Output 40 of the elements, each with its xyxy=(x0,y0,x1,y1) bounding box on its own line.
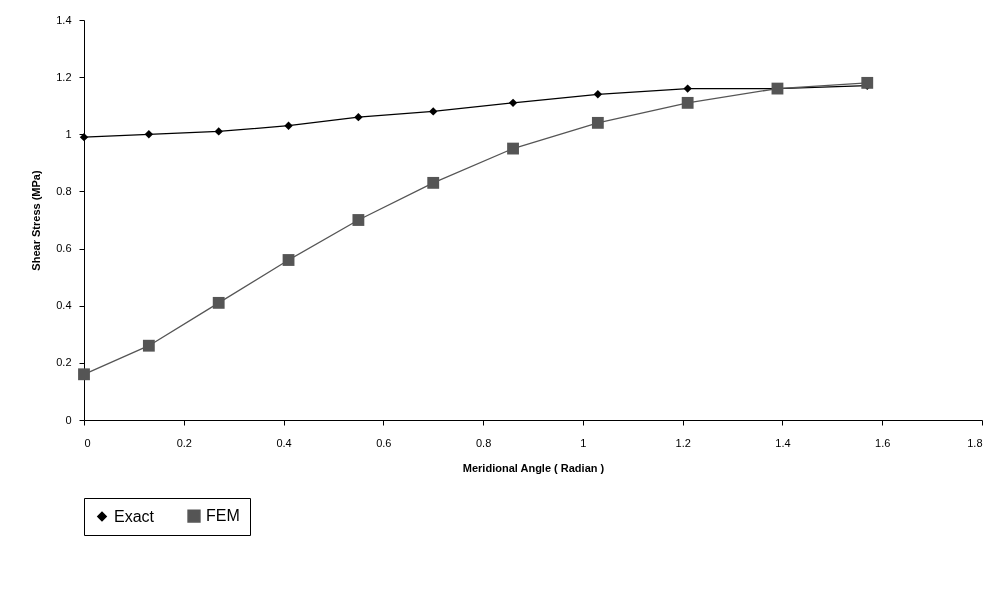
point xyxy=(427,176,440,189)
point xyxy=(78,368,90,381)
y-tick-label: 1 xyxy=(65,127,72,140)
x-axis-title: Meridional Angle ( Radian ) xyxy=(462,461,605,474)
point xyxy=(282,254,295,266)
point xyxy=(508,98,518,108)
y-tick-label: 0 xyxy=(65,413,72,426)
point xyxy=(144,130,154,139)
y-axis-title: Shear Stress (MPa) xyxy=(30,170,43,271)
point xyxy=(861,76,874,89)
x-tick-label: 0 xyxy=(84,436,91,449)
point xyxy=(284,121,293,130)
y-tick-label: 1.2 xyxy=(56,70,72,83)
point xyxy=(214,127,223,136)
legend-label: FEM xyxy=(206,507,240,525)
x-tick-label: 1.4 xyxy=(775,436,791,449)
point xyxy=(212,296,225,309)
x-tick-label: 0.2 xyxy=(176,436,192,449)
point xyxy=(681,96,694,109)
x-tick-label: 1.6 xyxy=(875,436,891,449)
point xyxy=(354,112,363,122)
x-tick-label: 1.8 xyxy=(967,436,983,449)
y-tick-label: 0.4 xyxy=(56,299,72,312)
y-tick-label: 0.8 xyxy=(56,184,72,197)
point xyxy=(142,339,155,352)
point xyxy=(683,84,692,93)
x-tick-label: 1.2 xyxy=(675,436,691,449)
legend-label: Exact xyxy=(114,507,155,525)
point xyxy=(429,107,438,116)
x-tick-label: 0.4 xyxy=(276,436,292,449)
point xyxy=(591,116,604,129)
x-tick-label: 0.8 xyxy=(475,436,492,449)
point xyxy=(593,90,603,99)
point xyxy=(352,214,365,226)
y-tick-label: 1.4 xyxy=(56,13,72,26)
x-tick-label: 0.6 xyxy=(376,436,392,449)
point xyxy=(507,142,519,155)
y-tick-label: 0.2 xyxy=(56,356,72,369)
x-tick-label: 1 xyxy=(580,436,587,449)
y-tick-label: 0.6 xyxy=(56,242,72,255)
